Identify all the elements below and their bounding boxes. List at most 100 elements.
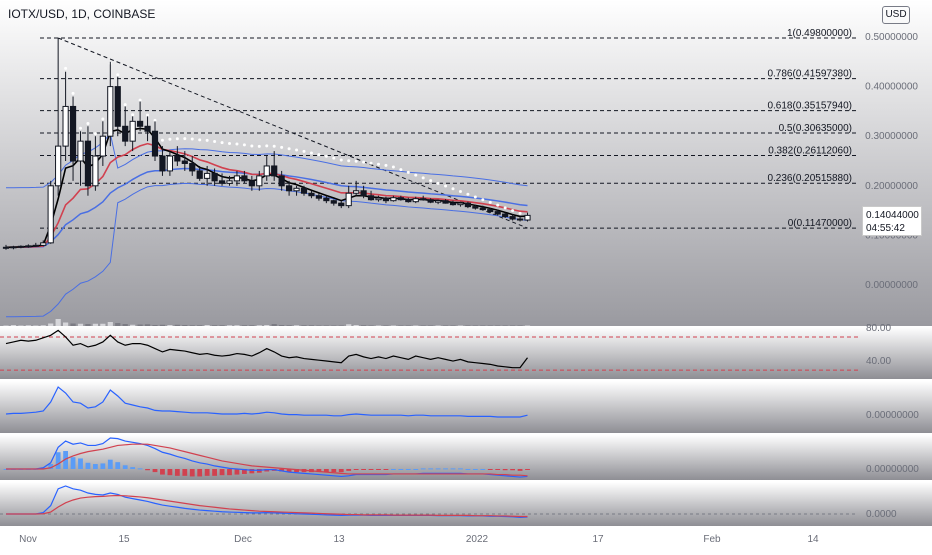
- macd-histogram-bar: [323, 469, 329, 473]
- time-axis-label: Nov: [19, 534, 37, 545]
- macd-histogram-bar: [152, 469, 158, 473]
- candle-body: [420, 198, 427, 201]
- fib-label: 0(0.11470000): [788, 218, 852, 229]
- psar-dot: [377, 162, 380, 166]
- candle-body: [40, 242, 47, 246]
- candle-body: [77, 140, 84, 162]
- candle-body: [62, 105, 69, 147]
- volume-bar: [137, 324, 143, 326]
- candle-body: [457, 202, 464, 206]
- volume-bar: [495, 325, 501, 326]
- psar-dot: [406, 170, 410, 174]
- psar-dot: [518, 211, 522, 215]
- psar-dot: [93, 132, 97, 136]
- psar-dot: [309, 151, 313, 155]
- macd-histogram-bar: [428, 468, 434, 470]
- macd-histogram-bar: [443, 468, 448, 470]
- candle-body: [405, 199, 412, 203]
- volume-bar: [234, 325, 240, 326]
- volume-bar: [517, 325, 523, 326]
- candle-body: [25, 245, 32, 248]
- macd-histogram-bar: [279, 469, 285, 472]
- volume-bar: [204, 325, 210, 326]
- macd-histogram-bar: [122, 465, 128, 469]
- macd-histogram-bar: [167, 469, 173, 476]
- candle-body: [315, 195, 322, 199]
- macd-histogram-bar: [435, 468, 441, 470]
- macd-histogram-bar: [182, 469, 188, 476]
- macd-histogram-bar: [420, 468, 426, 470]
- candle-body: [189, 162, 196, 172]
- psar-dot: [421, 176, 425, 180]
- macd-histogram-bar: [93, 464, 98, 469]
- candle-body: [375, 197, 382, 201]
- candle-body: [107, 86, 114, 137]
- candle-body: [300, 187, 308, 194]
- macd-signal-line: [6, 443, 528, 477]
- candle-body: [92, 155, 99, 187]
- time-axis-label: 15: [118, 534, 130, 545]
- psar-dot: [444, 184, 448, 188]
- volume-bar: [122, 324, 128, 326]
- bb-upper-line: [5, 132, 528, 189]
- candle-body: [323, 197, 330, 202]
- psar-dot: [302, 149, 306, 153]
- candle-body: [10, 246, 17, 249]
- candle-body: [435, 200, 442, 203]
- volume-bar: [48, 323, 54, 326]
- candle-body: [196, 170, 203, 179]
- psar-dot: [466, 192, 470, 196]
- volume-bar: [77, 323, 84, 326]
- volume-bar: [33, 325, 39, 326]
- candle-body: [338, 202, 345, 207]
- volume-bar: [10, 325, 17, 326]
- psar-dot: [71, 91, 75, 95]
- macd-pane-bg: [0, 435, 932, 480]
- bar-countdown: 04:55:42: [866, 223, 905, 234]
- psar-dot: [473, 195, 477, 199]
- volume-bar: [100, 323, 106, 326]
- psar-dot: [317, 153, 321, 157]
- candle-body: [412, 198, 419, 203]
- psar-dot: [175, 137, 179, 141]
- candle-body: [241, 175, 248, 182]
- candle-body: [263, 165, 270, 177]
- psar-dot: [324, 154, 328, 158]
- macd-histogram-bar: [517, 469, 523, 471]
- volume-bar: [293, 325, 300, 326]
- macd-histogram-bar: [189, 469, 195, 477]
- volume-bar: [323, 325, 329, 326]
- currency-button[interactable]: USD: [882, 6, 910, 24]
- macd-histogram-bar: [316, 469, 322, 473]
- psar-dot: [138, 98, 142, 102]
- psar-dot: [86, 122, 90, 126]
- psar-dot: [347, 159, 351, 163]
- fib-label: 0.382(0.26112060): [768, 145, 852, 156]
- psar-dot: [295, 148, 299, 152]
- volume-bar: [480, 325, 486, 326]
- candle-body: [248, 180, 255, 187]
- psar-dot: [265, 144, 269, 148]
- macd-histogram-bar: [525, 469, 530, 470]
- main-pane-bg: [0, 0, 932, 326]
- psar-dot: [205, 138, 209, 142]
- volume-bar: [256, 325, 262, 326]
- psar-dot: [488, 200, 492, 204]
- pvo-pane-bg: [0, 482, 932, 526]
- psar-dot: [213, 139, 217, 143]
- last-price-box: 0.14044000 04:55:42: [862, 206, 922, 236]
- volume-bar: [361, 325, 367, 326]
- fib-label: 0.618(0.35157940): [767, 101, 852, 112]
- price-axis-label: 0.50000000: [865, 32, 918, 43]
- volume-bar: [465, 325, 471, 326]
- candle-body: [271, 165, 278, 177]
- volume-bar: [249, 325, 255, 326]
- psar-dot: [160, 138, 164, 142]
- candle-body: [479, 207, 486, 211]
- fib-label: 0.5(0.30635000): [779, 123, 852, 134]
- macd-histogram-bar: [130, 467, 136, 469]
- psar-dot: [384, 163, 388, 167]
- osc-axis-label: 0.00000000: [866, 410, 919, 421]
